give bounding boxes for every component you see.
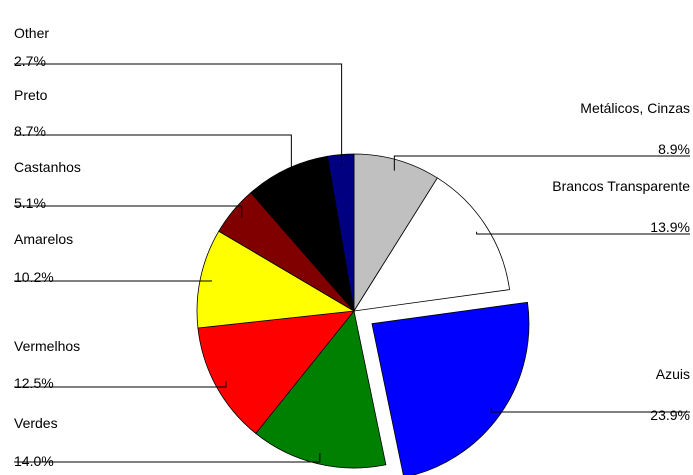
pie-slices xyxy=(196,153,530,475)
slice-label-azuis: Azuis xyxy=(656,366,690,382)
leader-line-vermelhos xyxy=(14,381,227,388)
leader-line-azuis xyxy=(490,407,690,413)
slice-value-metalicos-cinzas: 8.9% xyxy=(658,141,690,157)
slice-label-brancos-transparente: Brancos Transparente xyxy=(552,178,690,194)
slice-value-preto: 8.7% xyxy=(14,123,46,139)
leader-lines xyxy=(14,63,690,463)
slice-label-other: Other xyxy=(14,25,49,41)
slice-value-azuis: 23.9% xyxy=(650,407,690,423)
pie-slice-brancos-transparente xyxy=(353,177,510,312)
leader-line-preto xyxy=(14,134,292,180)
slice-label-metalicos-cinzas: Metálicos, Cinzas xyxy=(580,100,690,116)
leader-line-castanhos xyxy=(14,205,243,218)
slice-label-verdes: Verdes xyxy=(14,415,58,431)
slice-value-vermelhos: 12.5% xyxy=(14,375,54,391)
pie-slice-vermelhos xyxy=(197,310,355,435)
leader-line-other xyxy=(14,63,343,166)
slice-value-castanhos: 5.1% xyxy=(14,195,46,211)
pie-slice-metalicos-cinzas xyxy=(353,153,438,313)
pie-slice-preto xyxy=(250,155,355,313)
slice-labels: Metálicos, Cinzas 8.9% Brancos Transparent… xyxy=(14,25,690,469)
leader-line-metalicos-cinzas xyxy=(393,155,690,171)
leader-line-amarelos xyxy=(14,280,212,282)
pie-slice-azuis xyxy=(371,301,530,475)
slice-label-castanhos: Castanhos xyxy=(14,159,81,175)
slice-label-preto: Preto xyxy=(14,87,48,103)
slice-label-vermelhos: Vermelhos xyxy=(14,338,80,354)
leader-line-verdes xyxy=(14,452,321,463)
slice-value-verdes: 14.0% xyxy=(14,453,54,469)
pie-slice-amarelos xyxy=(196,230,356,329)
slice-value-other: 2.7% xyxy=(14,53,46,69)
leader-line-brancos-transparente xyxy=(476,231,690,235)
slice-value-brancos-transparente: 13.9% xyxy=(650,219,690,235)
slice-label-amarelos: Amarelos xyxy=(14,231,73,247)
slice-value-amarelos: 10.2% xyxy=(14,269,54,285)
pie-slice-other xyxy=(327,153,355,312)
pie-slice-verdes xyxy=(255,310,387,469)
